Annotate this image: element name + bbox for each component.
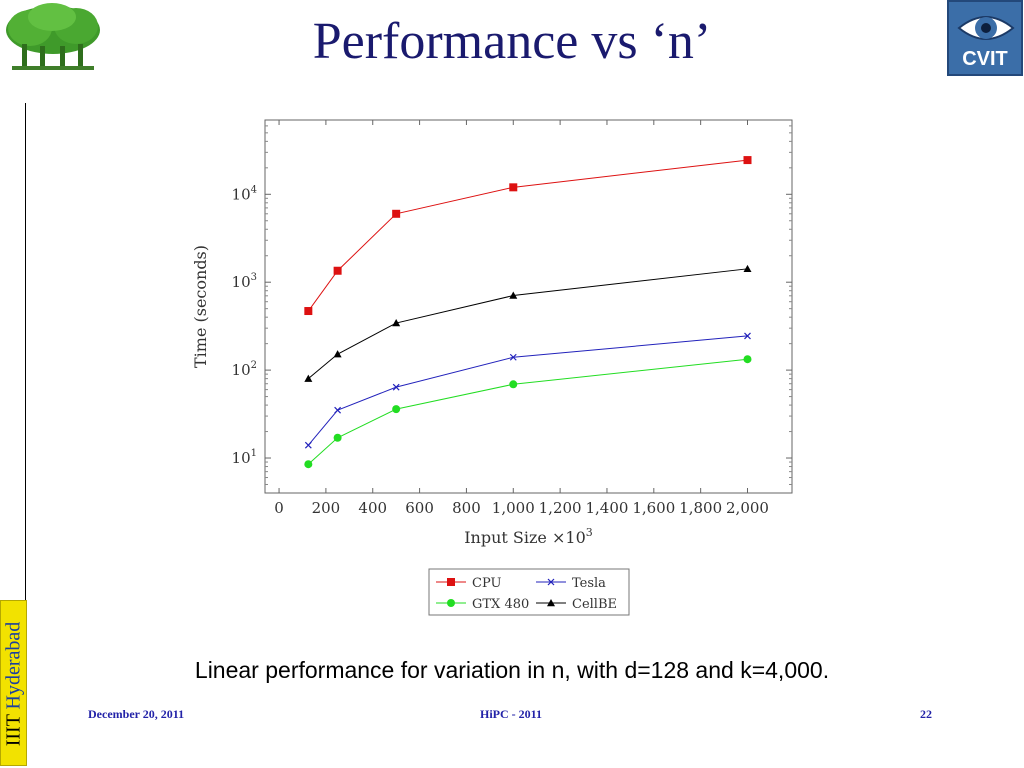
legend-label-cpu: CPU [472, 576, 501, 591]
data-point-gtx-480 [392, 405, 401, 414]
x-marker-stroke [392, 383, 400, 391]
x-tick-label: 200 [312, 499, 341, 517]
x-tick-label: 400 [358, 499, 387, 517]
x-tick-label: 2,000 [726, 499, 769, 517]
data-point-cpu [333, 266, 342, 275]
x-tick-label: 1,800 [679, 499, 722, 517]
data-point-tesla [744, 332, 751, 340]
series-line-cellbe [308, 268, 748, 380]
slide-caption: Linear performance for variation in n, w… [194, 657, 830, 683]
series-line-tesla [307, 335, 748, 446]
x-marker-stroke [509, 353, 517, 361]
data-point-cellbe [743, 264, 752, 273]
x-marker-stroke [334, 406, 342, 414]
x-marker-stroke [547, 578, 555, 586]
data-point-cpu [304, 307, 313, 316]
data-point-tesla [392, 383, 400, 391]
tree-logo [6, 3, 100, 70]
slide-title: Performance vs ‘n’ [312, 13, 712, 70]
series-line-cpu [307, 159, 748, 312]
y-tick-label: 103 [232, 272, 257, 291]
y-tick-label: 102 [232, 360, 257, 379]
cvit-logo-text: CVIT [962, 48, 1008, 70]
eye-logo: CVIT [947, 0, 1023, 76]
side-tab-prefix: IIIT [2, 714, 25, 747]
data-point-gtx-480 [743, 355, 752, 364]
series-line-gtx-480 [307, 358, 748, 465]
x-tick-label: 1,000 [492, 499, 535, 517]
y-axis-label: Time (seconds) [191, 245, 210, 368]
data-point-cpu [392, 209, 401, 218]
data-point-cpu [743, 156, 752, 165]
x-tick-label: 600 [405, 499, 434, 517]
x-marker-stroke [304, 441, 312, 449]
legend-box [428, 568, 630, 616]
y-tick-label: 104 [232, 184, 257, 203]
footer-event: HiPC - 2011 [480, 707, 542, 721]
legend-marker-cpu [447, 578, 455, 586]
x-tick-label: 800 [452, 499, 481, 517]
data-point-tesla [509, 353, 517, 361]
data-point-gtx-480 [333, 433, 342, 442]
x-marker-stroke [744, 332, 751, 340]
data-point-cellbe [333, 350, 342, 358]
legend-marker-cellbe [547, 599, 555, 607]
legend-marker-gtx-480 [447, 599, 455, 607]
footer-date: December 20, 2011 [88, 707, 185, 721]
data-point-gtx-480 [509, 380, 518, 389]
x-tick-label: 1,600 [632, 499, 675, 517]
y-tick-label: 101 [232, 448, 257, 467]
x-tick-label: 1,400 [585, 499, 628, 517]
legend-label-tesla: Tesla [572, 576, 606, 591]
chart-legend: CPU Tesla GTX 480 CellBE [428, 568, 630, 616]
side-divider [25, 103, 26, 603]
data-point-cpu [509, 183, 518, 192]
footer-page-number: 22 [920, 707, 932, 721]
data-point-cellbe [392, 319, 401, 327]
data-point-cellbe [509, 291, 518, 299]
data-point-cellbe [304, 374, 313, 382]
eye-icon [957, 16, 1015, 40]
plot-frame [264, 119, 793, 494]
legend-marker-tesla [547, 578, 555, 586]
x-tick-label: 1,200 [539, 499, 582, 517]
x-tick-label: 0 [274, 499, 284, 517]
data-point-gtx-480 [304, 460, 313, 469]
data-point-tesla [334, 406, 342, 414]
legend-label-gtx-480: GTX 480 [472, 597, 529, 612]
performance-chart: 0 200 400 600 800 1,000 1,200 1,400 1,600 1,800 2,… [191, 119, 793, 616]
data-point-tesla [304, 441, 312, 449]
legend-label-cellbe: CellBE [572, 597, 617, 612]
x-axis-label: Input Size ×103 [464, 526, 593, 547]
side-tab: IIIT Hyderabad [0, 600, 27, 766]
side-tab-text: IIIT Hyderabad [3, 622, 26, 747]
